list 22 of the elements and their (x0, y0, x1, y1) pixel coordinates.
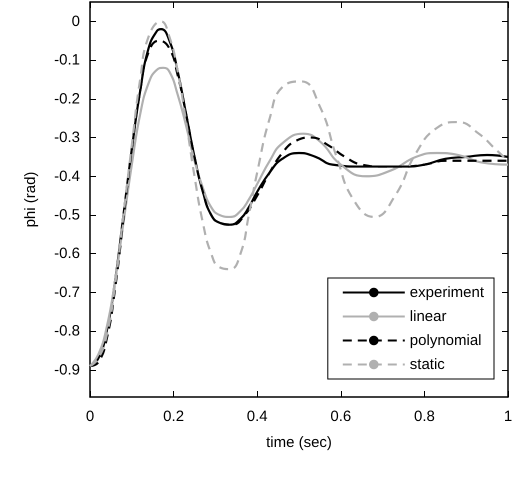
y-tick-label: -0.1 (54, 52, 80, 69)
y-tick-label: -0.4 (54, 168, 80, 185)
x-tick-label: 1 (504, 408, 512, 425)
y-tick-label: -0.7 (54, 284, 80, 301)
x-tick-label: 0 (86, 408, 94, 425)
y-axis-title: phi (rad) (22, 172, 39, 228)
legend-label: experiment (410, 284, 485, 301)
legend-label: linear (410, 308, 446, 325)
y-tick-label: -0.8 (54, 322, 80, 340)
y-tick-label: -0.2 (54, 90, 80, 108)
y-tick-label: -0.6 (54, 245, 80, 262)
x-tick-label: 0.2 (163, 408, 184, 425)
legend-label: polynomial (410, 332, 482, 349)
x-tick-label: 0.4 (246, 408, 268, 425)
x-axis-title: time (sec) (266, 434, 332, 451)
y-tick-label: -0.5 (54, 206, 80, 224)
legend-label: static (410, 356, 446, 373)
x-tick-label: 0.8 (414, 408, 435, 425)
y-tick-label: 0 (72, 12, 80, 30)
y-tick-label: -0.3 (54, 129, 80, 146)
x-tick-label: 0.6 (330, 408, 352, 425)
y-tick-label: -0.9 (54, 361, 80, 378)
